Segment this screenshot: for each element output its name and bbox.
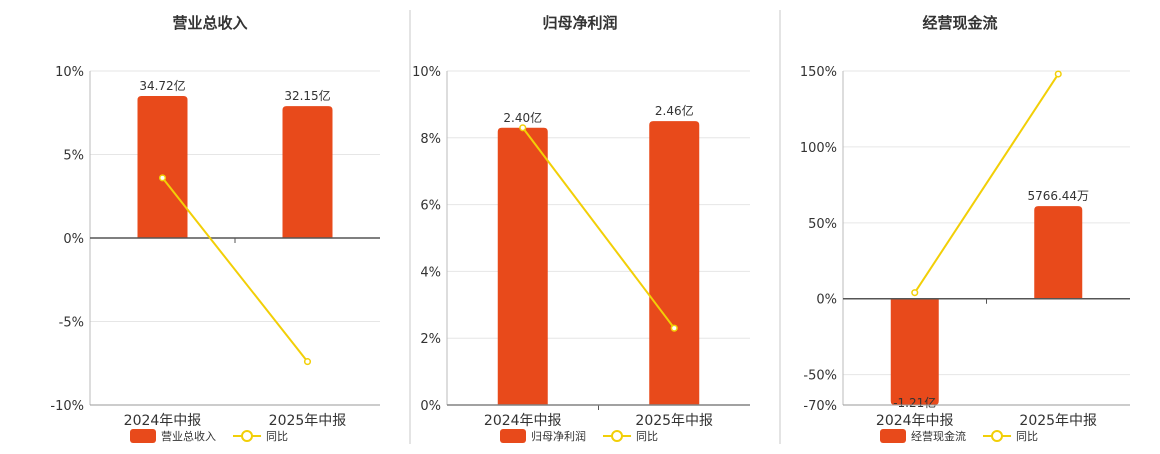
y-tick-label: 10% <box>412 65 441 80</box>
legend-bar-swatch <box>880 429 906 443</box>
line-point <box>670 324 678 332</box>
bar <box>282 106 333 238</box>
y-tick-label: 50% <box>808 217 837 232</box>
legend-line-label: 同比 <box>1016 430 1038 443</box>
bar <box>137 96 188 238</box>
y-tick-label: 8% <box>420 132 441 147</box>
legend-bar-label: 经营现金流 <box>911 429 966 443</box>
bar <box>649 121 700 405</box>
legend-bar-label: 归母净利润 <box>531 429 586 443</box>
x-tick-label: 2024年中报 <box>484 413 562 429</box>
y-tick-label: 6% <box>420 199 441 214</box>
chart-title: 营业总收入 <box>172 14 247 32</box>
line-series <box>521 127 676 329</box>
y-tick-label: -50% <box>803 369 837 384</box>
x-tick-label: 2024年中报 <box>124 413 202 429</box>
line-point <box>158 174 167 182</box>
y-tick-label: 0% <box>420 399 441 414</box>
y-tick-label: 10% <box>55 65 84 80</box>
y-tick-label: 4% <box>420 265 441 280</box>
legend-bar-swatch <box>500 429 526 443</box>
line-point <box>303 358 312 366</box>
bar-data-label: 2.46亿 <box>655 103 694 118</box>
x-tick-label: 2025年中报 <box>635 413 713 429</box>
line-point <box>1054 70 1062 78</box>
y-tick-label: 150% <box>800 65 837 80</box>
chart-title: 归母净利润 <box>542 14 617 32</box>
y-tick-label: 100% <box>800 141 837 156</box>
bar <box>1034 206 1083 299</box>
line-series <box>913 73 1060 294</box>
y-tick-label: -10% <box>50 399 84 414</box>
legend-line-label: 同比 <box>266 430 288 443</box>
x-tick-label: 2024年中报 <box>876 413 954 429</box>
bar-data-label: 34.72亿 <box>139 78 185 93</box>
bar <box>497 127 548 405</box>
line-point <box>911 289 919 297</box>
y-tick-label: 0% <box>63 232 84 247</box>
x-tick-label: 2025年中报 <box>1019 413 1097 429</box>
y-tick-label: -5% <box>59 316 84 331</box>
legend-bar-label: 营业总收入 <box>161 429 216 443</box>
y-tick-label: 5% <box>63 149 84 164</box>
legend-line-marker <box>241 430 253 442</box>
bar <box>890 298 939 405</box>
chart-title: 经营现金流 <box>922 14 997 32</box>
y-tick-label: 0% <box>816 293 837 308</box>
bar-data-label: 32.15亿 <box>284 88 330 103</box>
bar-data-label: 5766.44万 <box>1027 189 1089 203</box>
line-point <box>519 124 527 132</box>
legend-line-label: 同比 <box>636 430 658 443</box>
legend-line-marker <box>611 430 623 442</box>
y-tick-label: -70% <box>803 399 837 414</box>
legend-bar-swatch <box>130 429 156 443</box>
bar-data-label: 2.40亿 <box>503 110 542 125</box>
line-series <box>161 177 309 363</box>
bar-data-label: -1.21亿 <box>893 395 936 410</box>
legend-line-marker <box>991 430 1003 442</box>
y-tick-label: 2% <box>420 332 441 347</box>
x-tick-label: 2025年中报 <box>269 413 347 429</box>
